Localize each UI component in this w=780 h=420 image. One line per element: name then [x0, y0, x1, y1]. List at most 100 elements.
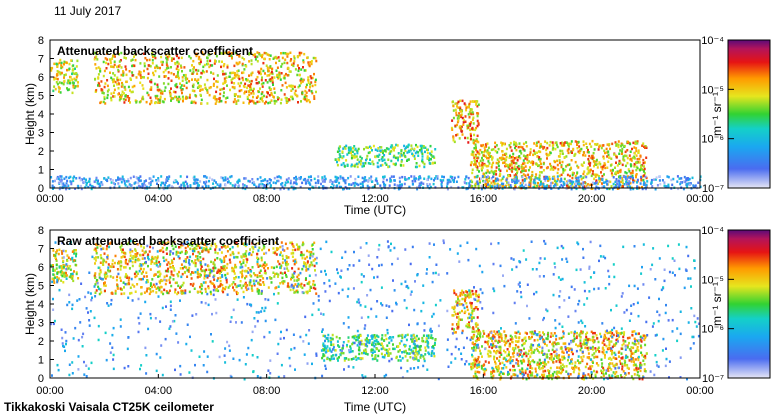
- backscatter-cell: [388, 341, 391, 345]
- backscatter-cell: [216, 183, 219, 186]
- backscatter-cell: [546, 141, 549, 145]
- backscatter-cell: [295, 261, 298, 264]
- backscatter-cell: [220, 266, 223, 270]
- backscatter-cell: [678, 177, 681, 180]
- backscatter-cell: [258, 81, 260, 84]
- backscatter-cell: [343, 357, 346, 360]
- backscatter-cell: [201, 241, 204, 245]
- backscatter-cell: [277, 273, 280, 276]
- backscatter-cell: [266, 74, 269, 77]
- backscatter-cell: [624, 177, 627, 180]
- backscatter-cell: [222, 82, 225, 85]
- backscatter-cell: [575, 187, 578, 191]
- backscatter-cell: [632, 141, 635, 145]
- backscatter-cell: [210, 260, 213, 264]
- backscatter-cell: [279, 271, 282, 275]
- backscatter-cell: [297, 273, 300, 277]
- backscatter-cell: [363, 180, 366, 183]
- backscatter-cell: [563, 177, 566, 181]
- backscatter-cell: [580, 147, 583, 151]
- backscatter-cell: [372, 185, 375, 189]
- backscatter-cell: [602, 368, 605, 372]
- backscatter-cell: [338, 185, 341, 189]
- backscatter-cell: [422, 145, 425, 148]
- backscatter-cell: [300, 176, 302, 179]
- backscatter-cell: [475, 325, 478, 328]
- backscatter-cell: [310, 90, 313, 93]
- backscatter-cell: [416, 145, 419, 149]
- backscatter-cell: [321, 356, 324, 360]
- backscatter-cell: [193, 89, 196, 93]
- backscatter-cell: [521, 181, 524, 185]
- backscatter-cell: [408, 348, 411, 351]
- backscatter-cell: [193, 100, 196, 103]
- backscatter-cell: [395, 355, 398, 359]
- backscatter-cell: [586, 184, 589, 188]
- backscatter-cell: [256, 290, 259, 293]
- backscatter-cell: [125, 68, 128, 71]
- backscatter-cell: [357, 183, 360, 187]
- backscatter-cell: [126, 242, 129, 246]
- backscatter-cell: [464, 136, 467, 140]
- backscatter-cell: [226, 262, 229, 266]
- backscatter-cell: [538, 156, 541, 159]
- backscatter-cell: [375, 177, 378, 180]
- backscatter-cell: [167, 82, 170, 86]
- backscatter-cell: [313, 283, 316, 287]
- backscatter-cell: [279, 282, 282, 285]
- backscatter-cell: [196, 270, 199, 273]
- backscatter-cell: [301, 254, 304, 257]
- backscatter-cell: [283, 93, 286, 96]
- backscatter-cell: [401, 356, 404, 360]
- backscatter-cell: [264, 185, 267, 189]
- backscatter-cell: [235, 275, 237, 279]
- backscatter-cell: [624, 150, 627, 154]
- backscatter-cell: [609, 147, 611, 151]
- backscatter-cell: [495, 144, 498, 147]
- backscatter-cell: [166, 55, 169, 59]
- backscatter-cell: [415, 355, 418, 359]
- backscatter-cell: [232, 252, 235, 256]
- backscatter-cell: [63, 76, 65, 79]
- backscatter-cell: [257, 95, 259, 98]
- backscatter-cell: [346, 153, 349, 156]
- backscatter-cell: [215, 288, 218, 291]
- backscatter-cell: [335, 353, 338, 357]
- backscatter-cell: [475, 346, 478, 349]
- backscatter-cell: [339, 353, 342, 356]
- backscatter-cell: [281, 182, 284, 185]
- backscatter-cell: [79, 178, 82, 182]
- backscatter-cell: [134, 275, 137, 279]
- backscatter-cell: [75, 177, 78, 180]
- backscatter-cell: [213, 274, 216, 277]
- backscatter-cell: [363, 164, 365, 168]
- backscatter-cell: [524, 178, 527, 181]
- backscatter-cell: [474, 164, 477, 168]
- backscatter-cell: [357, 147, 360, 151]
- backscatter-cell: [585, 343, 588, 346]
- backscatter-cell: [368, 177, 371, 180]
- backscatter-cell: [336, 340, 339, 343]
- backscatter-cell: [468, 325, 471, 329]
- backscatter-cell: [556, 179, 559, 183]
- backscatter-cell: [688, 177, 691, 181]
- backscatter-cell: [511, 166, 514, 169]
- backscatter-cell: [559, 152, 562, 155]
- backscatter-cell: [361, 181, 364, 184]
- backscatter-cell: [643, 183, 646, 186]
- backscatter-cell: [513, 143, 516, 146]
- backscatter-cell: [685, 179, 688, 182]
- backscatter-cell: [273, 176, 276, 180]
- backscatter-cell: [94, 276, 96, 279]
- backscatter-cell: [567, 353, 570, 357]
- backscatter-cell: [355, 155, 358, 158]
- backscatter-cell: [150, 242, 153, 246]
- backscatter-cell: [160, 89, 163, 93]
- backscatter-cell: [477, 123, 480, 126]
- backscatter-cell: [379, 184, 382, 187]
- backscatter-cell: [574, 160, 577, 164]
- backscatter-cell: [198, 252, 201, 255]
- backscatter-cell: [426, 148, 428, 152]
- backscatter-cell: [73, 270, 75, 273]
- backscatter-cell: [229, 253, 232, 257]
